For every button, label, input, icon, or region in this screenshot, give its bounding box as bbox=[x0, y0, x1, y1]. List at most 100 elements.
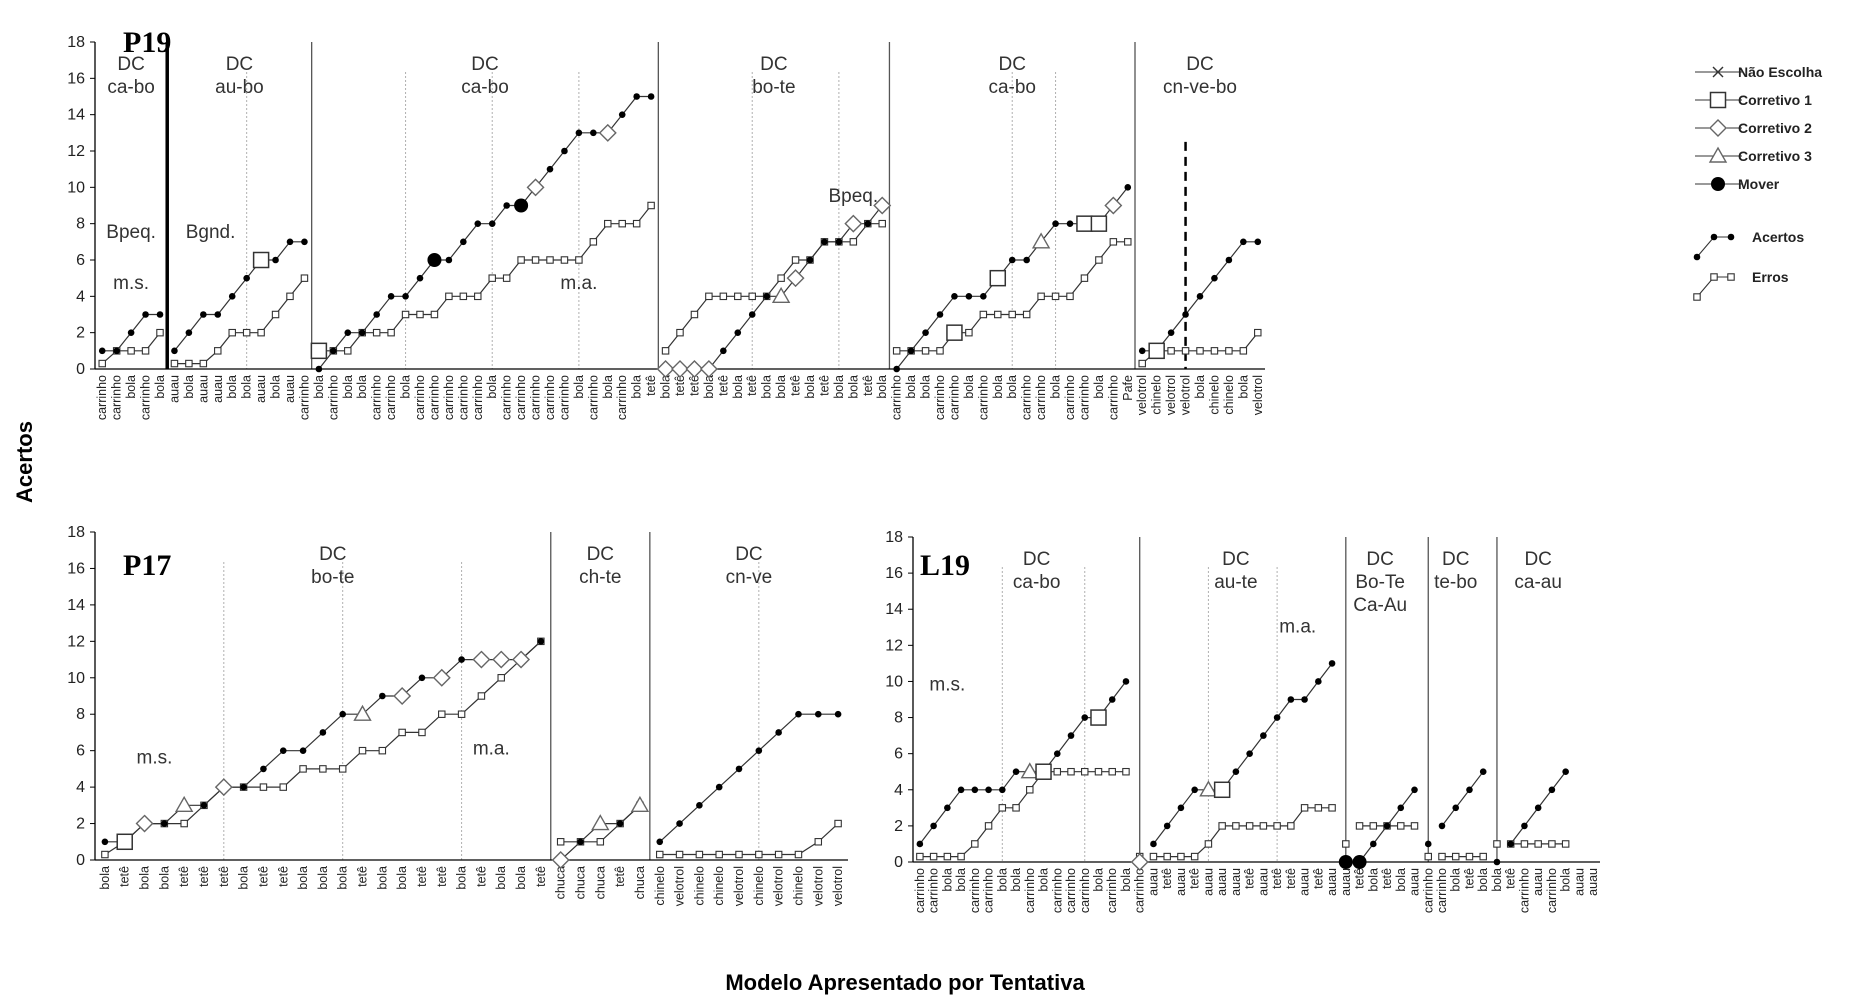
x-tick-label-17: tetê bbox=[435, 866, 449, 887]
acertos-point-24 bbox=[445, 256, 453, 264]
phase-label-3: DC bo-te bbox=[752, 54, 795, 98]
acertos-point-56 bbox=[907, 347, 915, 355]
legend-marker-erros-2 bbox=[1727, 273, 1735, 281]
erros-point-44 bbox=[734, 292, 742, 301]
erros-point-20 bbox=[387, 328, 395, 337]
acertos-point-29 bbox=[514, 198, 529, 213]
erros-point-14 bbox=[1108, 767, 1116, 776]
erros-point-38 bbox=[1438, 852, 1446, 861]
x-tick-label-25: chuca bbox=[593, 866, 607, 899]
x-tick-label-30: chinelo bbox=[692, 866, 706, 906]
erros-point-77 bbox=[1210, 347, 1219, 355]
erros-point-12 bbox=[1081, 767, 1089, 776]
erros-point-80 bbox=[1254, 328, 1262, 337]
erros-point-15 bbox=[398, 728, 406, 737]
erros-point-29 bbox=[675, 850, 684, 859]
acertos-point-57 bbox=[922, 329, 929, 336]
x-tick-label-12: carrinho bbox=[1078, 868, 1092, 913]
acertos-point-71 bbox=[1124, 184, 1132, 191]
erros-point-36 bbox=[618, 219, 626, 228]
x-tick-label-44: carrinho bbox=[1517, 868, 1531, 913]
x-tick-label-15: bola bbox=[395, 866, 409, 890]
erros-point-40 bbox=[1465, 852, 1474, 861]
erros-point-57 bbox=[921, 347, 930, 355]
acertos-point-1 bbox=[116, 833, 133, 851]
y-tick-label-4: 4 bbox=[76, 779, 85, 796]
erros-point-7 bbox=[199, 359, 208, 368]
x-tick-label-22: carrinho bbox=[413, 375, 427, 420]
erros-point-68 bbox=[1080, 274, 1089, 282]
y-tick-label-14: 14 bbox=[885, 601, 903, 618]
y-tick-label-6: 6 bbox=[76, 252, 85, 269]
acertos-point-54 bbox=[873, 196, 892, 215]
acertos-point-5 bbox=[985, 786, 992, 794]
x-axis-label: Modelo Apresentado por Tentativa bbox=[725, 970, 1085, 995]
legend-marker-corretivo-2 bbox=[1709, 119, 1727, 137]
y-tick-label-8: 8 bbox=[894, 710, 903, 727]
phase-label-1: DC au-te bbox=[1214, 549, 1257, 593]
erros-point-38 bbox=[647, 201, 655, 210]
acertos-point-8 bbox=[260, 765, 267, 773]
erros-point-76 bbox=[1196, 347, 1204, 355]
acertos-point-19 bbox=[373, 311, 380, 318]
acertos-point-48 bbox=[786, 269, 805, 288]
acertos-point-16 bbox=[1130, 853, 1149, 871]
acertos-point-13 bbox=[1090, 709, 1107, 726]
acertos-point-35 bbox=[598, 123, 617, 142]
x-tick-label-18: bola bbox=[355, 375, 369, 399]
acertos-line-segment-6 bbox=[1441, 771, 1484, 827]
acertos-point-15 bbox=[315, 365, 323, 373]
x-tick-label-47: bola bbox=[1559, 868, 1573, 892]
erros-point-7 bbox=[1012, 804, 1020, 812]
acertos-point-12 bbox=[272, 256, 279, 264]
erros-point-3 bbox=[957, 852, 965, 861]
x-tick-label-35: bola bbox=[601, 375, 615, 399]
x-tick-label-25: carrinho bbox=[456, 375, 470, 420]
acertos-point-15 bbox=[1122, 678, 1130, 685]
phase-label-2: DC ca-bo bbox=[461, 54, 509, 98]
erros-point-8 bbox=[259, 783, 268, 791]
acertos-point-26 bbox=[1273, 714, 1281, 721]
legend-item-nao-escolha: Não Escolha bbox=[1695, 64, 1822, 80]
x-tick-label-24: chuca bbox=[573, 866, 587, 899]
x-tick-label-41: bola bbox=[1476, 868, 1490, 892]
erros-point-32 bbox=[735, 850, 743, 859]
panel-id-p19: P19 bbox=[123, 26, 171, 59]
x-tick-label-63: bola bbox=[1005, 375, 1019, 399]
erros-point-36 bbox=[814, 838, 823, 846]
erros-point-28 bbox=[1300, 804, 1309, 812]
acertos-point-22 bbox=[1213, 781, 1231, 799]
acertos-point-66 bbox=[1052, 220, 1059, 227]
annotation-4: Bpeq. bbox=[829, 186, 879, 207]
x-tick-label-1: carrinho bbox=[927, 868, 941, 913]
acertos-point-55 bbox=[893, 365, 900, 373]
phase-label-3: DC te-bo bbox=[1434, 549, 1477, 593]
x-tick-label-14: bola bbox=[375, 866, 389, 890]
acertos-point-31 bbox=[546, 165, 554, 173]
erros-point-36 bbox=[1410, 822, 1419, 830]
x-tick-label-1: carrinho bbox=[110, 375, 124, 420]
acertos-point-23 bbox=[1232, 768, 1240, 776]
x-tick-label-9: bola bbox=[1037, 868, 1051, 892]
x-tick-label-41: tetê bbox=[687, 375, 701, 396]
y-tick-label-16: 16 bbox=[67, 560, 85, 577]
x-tick-label-51: bola bbox=[832, 375, 846, 399]
x-tick-label-13: auau bbox=[283, 375, 297, 403]
acertos-point-4 bbox=[156, 311, 164, 318]
x-tick-label-43: tetê bbox=[716, 375, 730, 396]
x-tick-label-33: bola bbox=[572, 375, 586, 399]
erros-point-4 bbox=[180, 819, 188, 828]
erros-point-26 bbox=[474, 292, 482, 301]
acertos-point-32 bbox=[561, 147, 568, 155]
acertos-point-6 bbox=[999, 786, 1006, 794]
legend-label-corretivo-2: Corretivo 2 bbox=[1738, 120, 1812, 136]
acertos-point-10 bbox=[1053, 750, 1061, 757]
x-tick-label-6: bola bbox=[182, 375, 196, 399]
acertos-point-27 bbox=[488, 220, 496, 227]
acertos-point-16 bbox=[418, 674, 426, 682]
erros-line-segment-3 bbox=[665, 223, 883, 352]
legend-item-erros: Erros bbox=[1693, 269, 1789, 301]
erros-point-2 bbox=[127, 347, 135, 355]
x-tick-label-23: chuca bbox=[554, 866, 568, 899]
